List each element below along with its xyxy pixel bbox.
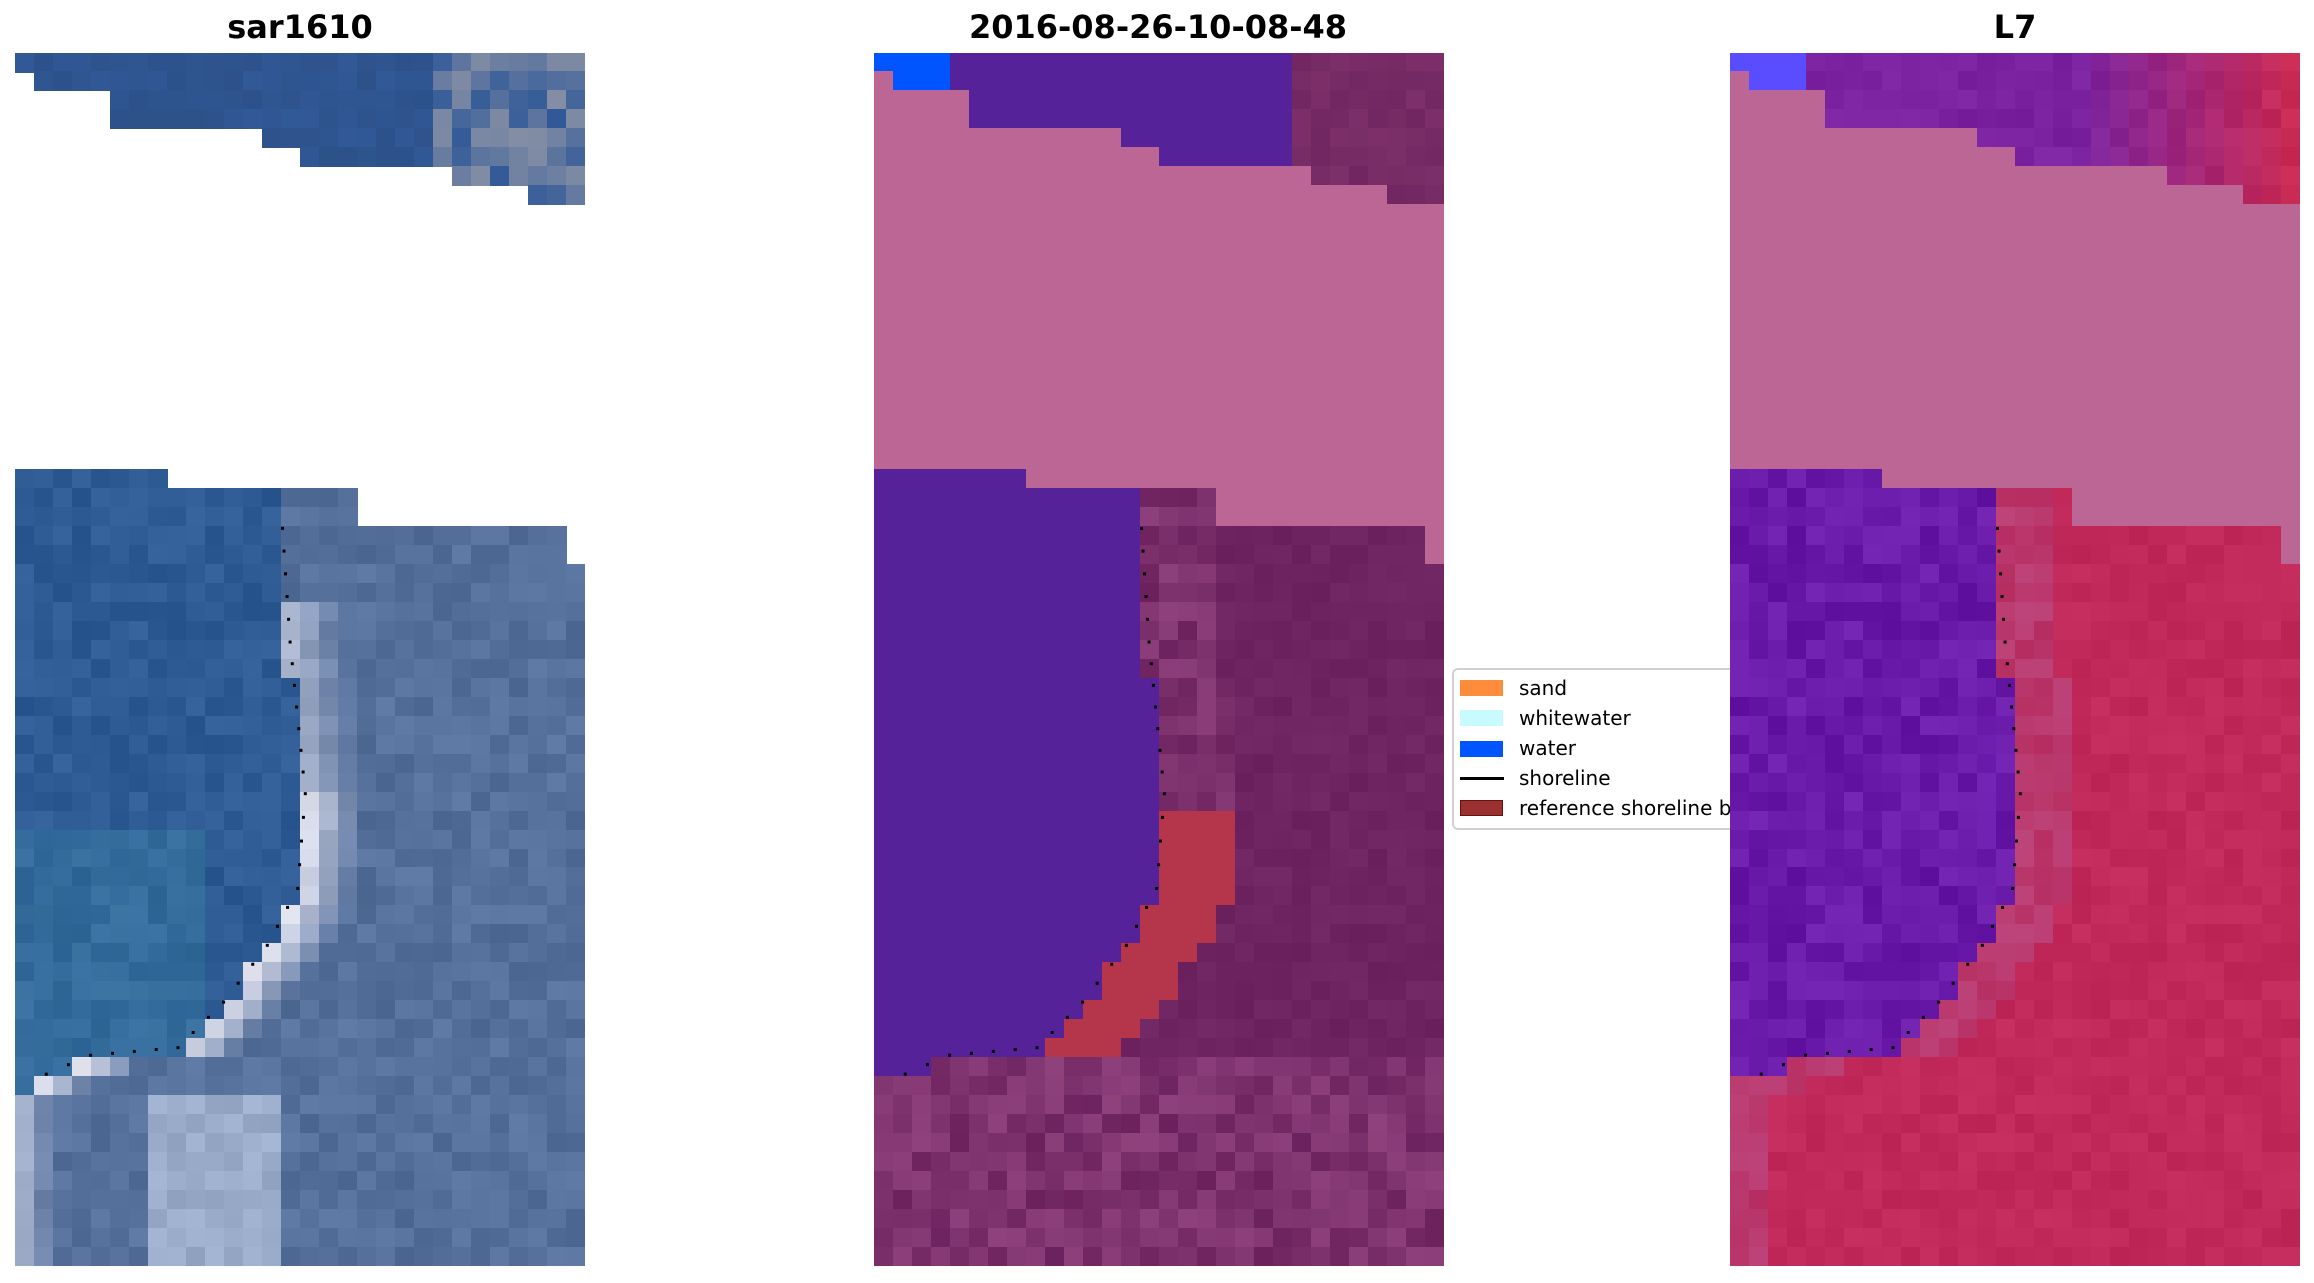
panel-title-sar1610: sar1610	[227, 8, 373, 46]
legend-label-whitewater: whitewater	[1519, 706, 1631, 730]
panel-title-l7: L7	[1993, 8, 2037, 46]
legend-swatch-whitewater	[1460, 710, 1503, 726]
legend-label-sand: sand	[1519, 676, 1568, 700]
legend-label-shoreline: shoreline	[1519, 766, 1611, 790]
legend-line-shoreline	[1460, 777, 1504, 780]
l7-image-panel	[1730, 53, 2300, 1266]
legend-label-water: water	[1519, 736, 1576, 760]
sar1610-image-panel	[15, 53, 585, 1266]
classified-image-panel	[874, 53, 1444, 1266]
legend-swatch-reference-shoreline	[1460, 800, 1503, 816]
legend-swatch-water	[1460, 741, 1503, 757]
panel-title-date: 2016-08-26-10-08-48	[968, 8, 1348, 46]
legend-swatch-sand	[1460, 680, 1503, 696]
legend: sand whitewater water shoreline referenc…	[1452, 668, 1730, 832]
legend-label-reference-shoreline: reference shoreline b	[1519, 796, 1730, 820]
